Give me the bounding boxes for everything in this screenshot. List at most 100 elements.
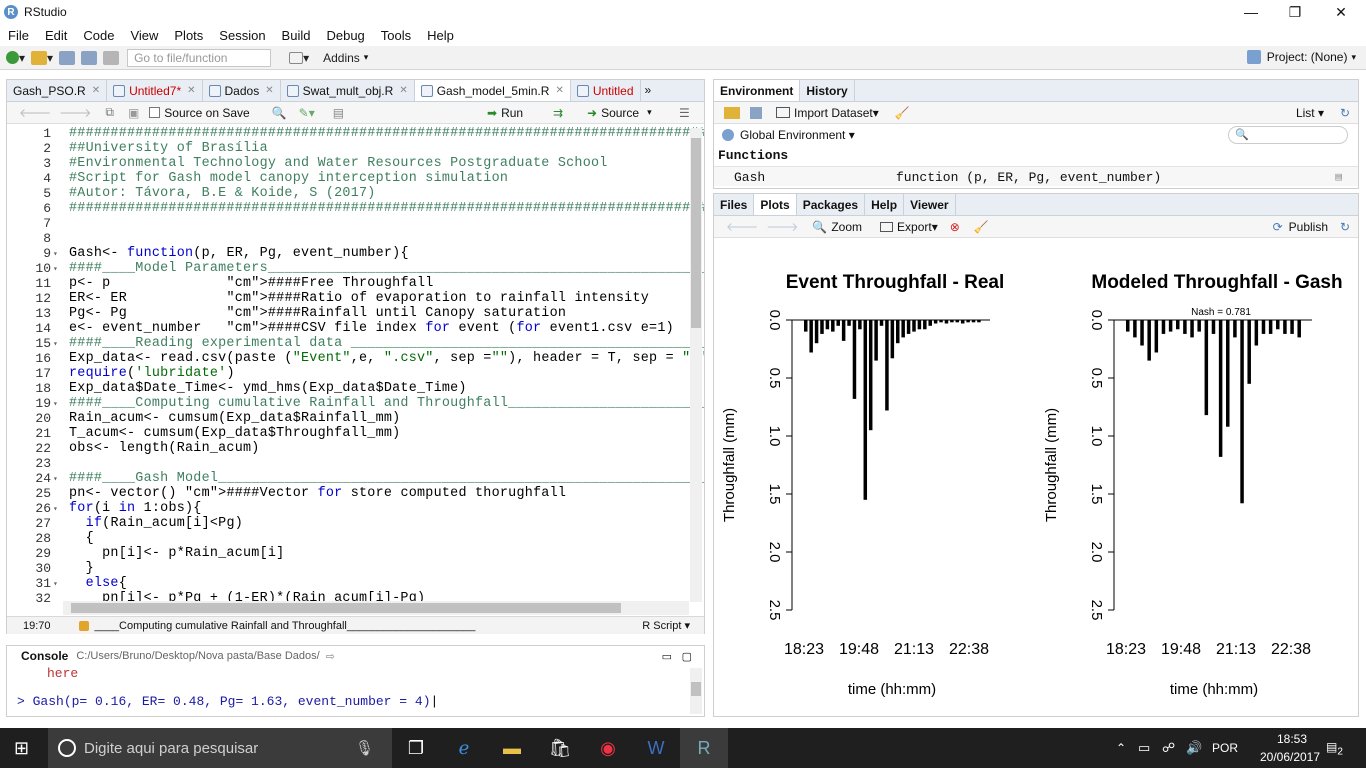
volume-icon[interactable]: 🔊 — [1186, 740, 1203, 755]
code-line[interactable]: 26 ▾ for(i in 1:obs){ — [7, 501, 687, 516]
code-line[interactable]: 28 { — [7, 531, 687, 546]
editor-hscroll[interactable] — [63, 601, 689, 615]
rerun-icon[interactable]: ⇉ — [553, 105, 564, 120]
code-line[interactable]: 25 pn<- vector() "cm">####Vector for stor… — [7, 486, 687, 501]
code-line[interactable]: 21 T_acum<- cumsum(Exp_data$Throughfall_m… — [7, 426, 687, 441]
source-tab[interactable]: Swat_mult_obj.R ✕ — [280, 80, 415, 101]
code-line[interactable]: 14 e<- event_number "cm">####CSV file ind… — [7, 321, 687, 336]
menu-session[interactable]: Session — [219, 27, 266, 43]
addins-menu[interactable]: Addins — [323, 50, 360, 65]
compile-report-icon[interactable]: ▤ — [332, 105, 345, 120]
close-tab-icon[interactable]: ✕ — [91, 85, 101, 96]
export-menu[interactable]: Export ▾ — [880, 220, 938, 234]
project-menu[interactable]: Project: (None) ▾ — [1246, 50, 1356, 64]
code-line[interactable]: 4 #Script for Gash model canopy intercept… — [7, 171, 687, 186]
menu-tools[interactable]: Tools — [380, 27, 412, 43]
network-icon[interactable]: ☍ — [1162, 740, 1176, 755]
code-line[interactable]: 3 #Environmental Technology and Water Res… — [7, 156, 687, 171]
code-line[interactable]: 7 — [7, 216, 687, 231]
file-explorer-icon[interactable]: ▬ — [503, 737, 521, 758]
language-indicator[interactable]: POR — [1212, 741, 1239, 755]
refresh-icon[interactable]: ↻ — [1339, 105, 1350, 120]
goto-dir-icon[interactable]: ⇨ — [325, 650, 335, 663]
code-line[interactable]: 1 #######################################… — [7, 126, 704, 141]
save-workspace-icon[interactable] — [750, 106, 762, 119]
fold-toggle-icon[interactable]: ▾ — [53, 504, 58, 513]
tab-viewer[interactable]: Viewer — [904, 194, 956, 215]
close-tab-icon[interactable]: ✕ — [399, 85, 408, 96]
print-icon[interactable] — [103, 49, 120, 67]
tab-environment[interactable]: Environment — [714, 80, 801, 101]
code-line[interactable]: 17 require('lubridate') — [7, 366, 687, 381]
source-button[interactable]: ➜ Source ▾ — [587, 105, 652, 120]
fold-toggle-icon[interactable]: ▾ — [53, 339, 58, 348]
remove-plot-icon[interactable]: ⊗ — [949, 219, 960, 234]
code-line[interactable]: 10 ▾ ####____Model Parameters_____________… — [7, 261, 704, 276]
refresh-icon[interactable]: ↻ — [1339, 219, 1350, 234]
editor-vscroll[interactable] — [690, 128, 702, 602]
code-line[interactable]: 5 #Autor: Távora, B.E & Koide, S (2017) — [7, 186, 687, 201]
source-tab[interactable]: Gash_PSO.R ✕ — [7, 80, 108, 101]
source-tab[interactable]: Dados ✕ — [202, 80, 281, 101]
code-line[interactable]: 32 pn[i]<- p*Pg + (1-ER)*(Rain_acum[i]-P… — [7, 591, 687, 602]
edge-icon[interactable]: ℯ — [458, 737, 470, 758]
code-line[interactable]: 20 Rain_acum<- cumsum(Exp_data$Rainfall_m… — [7, 411, 687, 426]
close-tab-icon[interactable]: ✕ — [187, 85, 196, 96]
fold-toggle-icon[interactable]: ▾ — [53, 474, 58, 483]
save-all-icon[interactable] — [81, 49, 98, 67]
import-dataset-button[interactable]: Import Dataset ▾ — [776, 106, 879, 120]
power-icon[interactable]: ▭ — [1138, 740, 1151, 755]
store-icon[interactable]: 🛍 — [548, 737, 572, 758]
code-line[interactable]: 31 ▾ else{ — [7, 576, 687, 591]
next-plot-icon[interactable]: 🡒 — [766, 220, 799, 234]
code-tools-icon[interactable]: ✎▾ — [298, 105, 315, 120]
env-search-input[interactable]: 🔍 — [1228, 126, 1348, 144]
fold-toggle-icon[interactable]: ▾ — [53, 579, 58, 588]
tab-history[interactable]: History — [800, 80, 855, 101]
minimize-button[interactable]: — — [1244, 4, 1258, 20]
source-tab[interactable]: Gash_model_5min.R ✕ — [414, 80, 571, 101]
chrome-icon[interactable]: ◉ — [600, 737, 616, 758]
close-tab-icon[interactable]: ✕ — [265, 85, 274, 96]
console-vscroll[interactable] — [690, 668, 702, 714]
code-line[interactable]: 22 obs<- length(Rain_acum) — [7, 441, 687, 456]
task-view-icon[interactable]: ❐ — [407, 737, 425, 758]
global-env-menu[interactable]: Global Environment ▾ — [740, 128, 855, 142]
tab-help[interactable]: Help — [865, 194, 905, 215]
search-icon[interactable]: 🔍 — [271, 105, 287, 120]
notifications-icon[interactable]: ▤2 — [1326, 740, 1343, 758]
menu-file[interactable]: File — [8, 27, 29, 43]
save-icon[interactable] — [59, 49, 76, 67]
publish-button[interactable]: ⟳ Publish — [1272, 219, 1328, 234]
tab-plots[interactable]: Plots — [754, 194, 797, 215]
save-icon[interactable]: ▣ — [127, 105, 140, 120]
console-input[interactable]: > Gash(p= 0.16, ER= 0.48, Pg= 1.63, even… — [17, 694, 439, 709]
menu-build[interactable]: Build — [281, 27, 311, 43]
outline-icon[interactable]: ☰ — [679, 105, 690, 120]
run-button[interactable]: ➡ Run — [487, 105, 524, 120]
maximize-pane-icon[interactable]: ▢ — [681, 650, 692, 663]
menu-edit[interactable]: Edit — [44, 27, 68, 43]
tab-files[interactable]: Files — [714, 194, 755, 215]
source-tab[interactable]: Untitled — [570, 80, 641, 101]
clock-time[interactable]: 18:53 — [1276, 732, 1308, 746]
code-line[interactable]: 18 Exp_data$Date_Time<- ymd_hms(Exp_data$… — [7, 381, 687, 396]
load-workspace-icon[interactable] — [724, 106, 740, 119]
code-line[interactable]: 12 ER<- ER "cm">####Ratio of evaporation … — [7, 291, 687, 306]
menu-debug[interactable]: Debug — [326, 27, 365, 43]
code-line[interactable]: 30 } — [7, 561, 687, 576]
restore-button[interactable]: ❐ — [1288, 3, 1302, 20]
source-on-save-checkbox[interactable]: Source on Save — [149, 106, 250, 120]
microphone-icon[interactable]: 🎙 — [354, 740, 374, 757]
word-icon[interactable]: W — [647, 737, 665, 758]
menu-view[interactable]: View — [130, 27, 159, 43]
fold-toggle-icon[interactable]: ▾ — [53, 249, 58, 258]
more-tabs-icon[interactable]: » — [644, 83, 652, 97]
code-line[interactable]: 8 — [7, 231, 687, 246]
menu-help[interactable]: Help — [427, 27, 454, 43]
code-line[interactable]: 11 p<- p "cm">####Free Throughfall — [7, 276, 687, 291]
code-line[interactable]: 2 ##University of Brasília — [7, 141, 687, 156]
section-jump[interactable]: ____Computing cumulative Rainfall and Th… — [94, 619, 476, 632]
windows-start-icon[interactable]: ⊞ — [14, 738, 30, 758]
grid-layout-icon[interactable]: ▾ — [289, 49, 309, 67]
